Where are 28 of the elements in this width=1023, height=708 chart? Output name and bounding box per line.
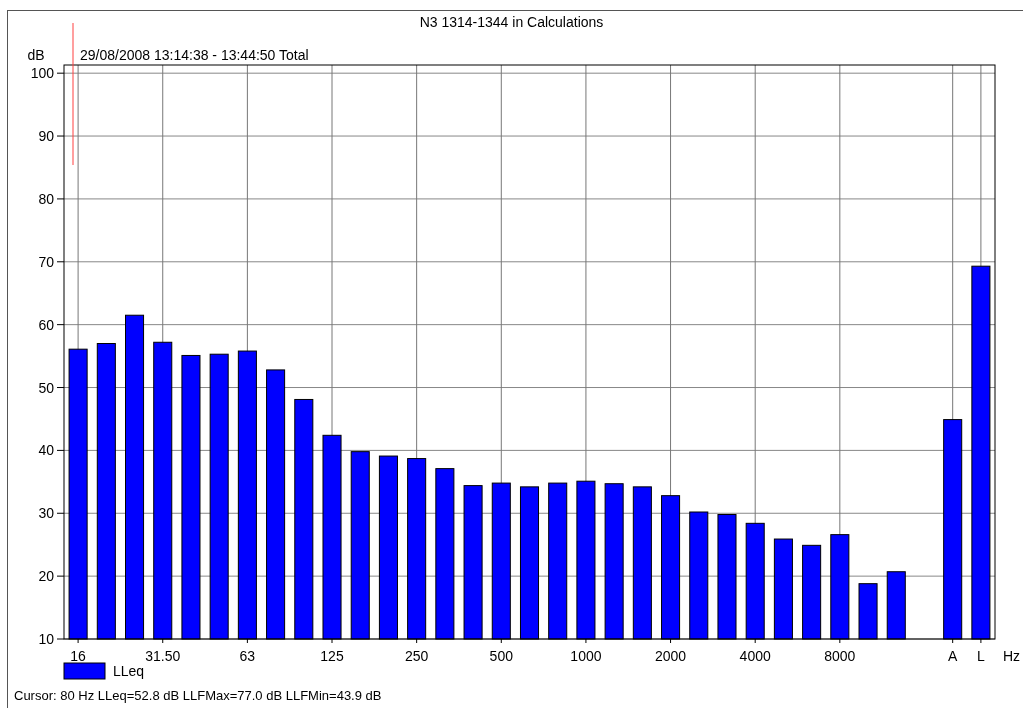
x-tick-label: 2000 — [654, 648, 687, 664]
x-axis-title: Hz — [1003, 648, 1021, 664]
y-tick-label: 100 — [30, 65, 55, 82]
chart-title: N3 1314-1344 in Calculations — [419, 14, 604, 30]
y-tick-label: 90 — [38, 128, 55, 145]
x-tick-label: 63 — [239, 648, 256, 664]
chart-subtitle: 29/08/2008 13:14:38 - 13:44:50 Total — [80, 47, 309, 63]
legend-label: LLeq — [113, 663, 145, 679]
x-tick-label: 4000 — [739, 648, 771, 664]
x-tick-label: 250 — [404, 648, 429, 664]
y-tick-label: 20 — [38, 568, 55, 585]
x-tick-label: 16 — [70, 648, 87, 664]
text: Cursor: 80 Hz LLeq=52.8 dB LLFMax=77.0 dB LLFMin=43.9 dB — [14, 688, 382, 703]
y-tick-label: 60 — [38, 316, 55, 333]
y-tick-label: 30 — [38, 505, 55, 522]
y-tick-label: 10 — [38, 631, 55, 647]
x-tick-label: 125 — [320, 648, 344, 664]
x-tick-label: A — [948, 648, 959, 664]
x-tick-label: 31.50 — [145, 648, 181, 664]
x-tick-label: 500 — [489, 648, 514, 664]
y-axis-title: dB — [27, 47, 45, 63]
y-tick-label: 80 — [38, 190, 55, 207]
y-tick-label: 50 — [38, 379, 55, 396]
y-tick-label: 70 — [38, 253, 55, 270]
x-tick-label: L — [977, 648, 985, 664]
x-tick-label: 8000 — [824, 648, 856, 664]
x-tick-label: 1000 — [570, 648, 602, 664]
y-tick-label: 40 — [38, 442, 55, 459]
